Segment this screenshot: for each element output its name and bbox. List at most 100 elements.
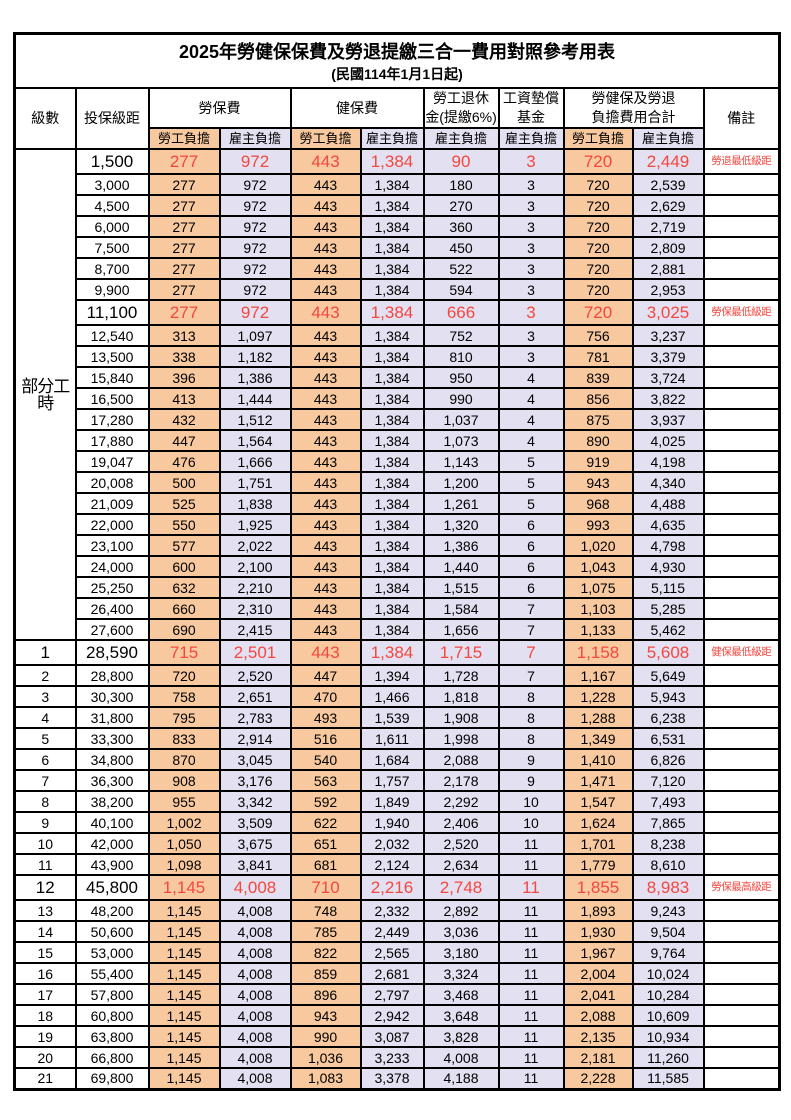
value-cell: 6 xyxy=(497,576,565,599)
value-cell: 563 xyxy=(289,769,362,792)
value-cell: 1,143 xyxy=(422,450,500,473)
table-row: 18 60,800 1,145 4,008 943 2,942 3,648 11 2,088 10… xyxy=(13,1004,781,1027)
salary-bracket-cell: 20,008 xyxy=(74,471,150,494)
value-cell: 3,045 xyxy=(218,748,292,771)
note-cell xyxy=(702,366,781,389)
value-cell: 810 xyxy=(422,345,500,368)
value-cell: 666 xyxy=(422,299,500,326)
value-cell: 3,648 xyxy=(422,1004,500,1027)
note-cell xyxy=(702,748,781,771)
value-cell: 2,449 xyxy=(359,920,425,943)
value-cell: 1,547 xyxy=(562,790,634,813)
level-cell: 4 xyxy=(13,706,77,729)
value-cell: 720 xyxy=(562,236,634,259)
value-cell: 4,008 xyxy=(218,1067,292,1090)
salary-bracket-cell: 17,280 xyxy=(74,408,150,431)
value-cell: 955 xyxy=(147,790,221,813)
value-cell: 1,384 xyxy=(359,492,425,515)
value-cell: 9,504 xyxy=(631,920,705,943)
value-cell: 4 xyxy=(497,429,565,452)
value-cell: 2,181 xyxy=(562,1046,634,1069)
value-cell: 1,384 xyxy=(359,555,425,578)
value-cell: 1,715 xyxy=(422,639,500,666)
value-cell: 4,340 xyxy=(631,471,705,494)
value-cell: 3 xyxy=(497,324,565,347)
salary-bracket-cell: 4,500 xyxy=(74,194,150,217)
value-cell: 443 xyxy=(289,471,362,494)
value-cell: 10,284 xyxy=(631,983,705,1006)
value-cell: 443 xyxy=(289,299,362,326)
value-cell: 1,444 xyxy=(218,387,292,410)
value-cell: 875 xyxy=(562,408,634,431)
value-cell: 1,611 xyxy=(359,727,425,750)
value-cell: 3,087 xyxy=(359,1025,425,1048)
salary-bracket-cell: 15,840 xyxy=(74,366,150,389)
value-cell: 2,783 xyxy=(218,706,292,729)
value-cell: 1,145 xyxy=(147,1046,221,1069)
value-cell: 3 xyxy=(497,236,565,259)
value-cell: 360 xyxy=(422,215,500,238)
value-cell: 1,471 xyxy=(562,769,634,792)
value-cell: 839 xyxy=(562,366,634,389)
level-cell: 10 xyxy=(13,832,77,855)
value-cell: 9,764 xyxy=(631,941,705,964)
value-cell: 1,384 xyxy=(359,278,425,301)
table-row: 17,280 432 1,512 443 1,384 1,037 4 875 3,937 xyxy=(15,408,781,431)
value-cell: 443 xyxy=(289,513,362,536)
note-cell xyxy=(702,215,781,238)
value-cell: 3,025 xyxy=(631,299,705,326)
value-cell: 2,178 xyxy=(422,769,500,792)
table-row: 8,700 277 972 443 1,384 522 3 720 2,881 xyxy=(15,257,781,280)
table-row: 12,540 313 1,097 443 1,384 752 3 756 3,237 xyxy=(15,324,781,347)
table-row: 26,400 660 2,310 443 1,384 1,584 7 1,103 5,285 xyxy=(15,597,781,620)
value-cell: 1,145 xyxy=(147,962,221,985)
salary-bracket-cell: 36,300 xyxy=(74,769,150,792)
subheader-labor-employee-share: 勞工負擔 xyxy=(147,127,221,150)
value-cell: 4,025 xyxy=(631,429,705,452)
value-cell: 1,624 xyxy=(562,811,634,834)
value-cell: 1,288 xyxy=(562,706,634,729)
value-cell: 1,098 xyxy=(147,853,221,876)
subheader-total-employer-share: 雇主負擔 xyxy=(631,127,705,150)
value-cell: 972 xyxy=(218,194,292,217)
value-cell: 11 xyxy=(497,1046,565,1069)
value-cell: 2,634 xyxy=(422,853,500,876)
value-cell: 1,384 xyxy=(359,345,425,368)
value-cell: 443 xyxy=(289,278,362,301)
value-cell: 6,238 xyxy=(631,706,705,729)
value-cell: 3,937 xyxy=(631,408,705,431)
value-cell: 7,493 xyxy=(631,790,705,813)
level-cell: 12 xyxy=(13,874,77,901)
note-cell xyxy=(702,278,781,301)
value-cell: 1,103 xyxy=(562,597,634,620)
value-cell: 1,384 xyxy=(359,387,425,410)
value-cell: 11 xyxy=(497,920,565,943)
value-cell: 1,701 xyxy=(562,832,634,855)
note-cell xyxy=(702,1025,781,1048)
value-cell: 443 xyxy=(289,408,362,431)
note-cell xyxy=(702,1046,781,1069)
table-row: 3,000 277 972 443 1,384 180 3 720 2,539 xyxy=(15,173,781,196)
note-cell xyxy=(702,769,781,792)
value-cell: 632 xyxy=(147,576,221,599)
salary-bracket-cell: 34,800 xyxy=(74,748,150,771)
salary-bracket-cell: 45,800 xyxy=(74,874,150,901)
value-cell: 2,022 xyxy=(218,534,292,557)
value-cell: 1,036 xyxy=(289,1046,362,1069)
value-cell: 7 xyxy=(497,618,565,641)
value-cell: 8,983 xyxy=(631,874,705,901)
salary-bracket-cell: 19,047 xyxy=(74,450,150,473)
value-cell: 3 xyxy=(497,345,565,368)
value-cell: 1,564 xyxy=(218,429,292,452)
salary-bracket-cell: 33,300 xyxy=(74,727,150,750)
value-cell: 1,384 xyxy=(359,597,425,620)
value-cell: 1,779 xyxy=(562,853,634,876)
note-cell xyxy=(702,576,781,599)
value-cell: 1,228 xyxy=(562,685,634,708)
table-row: 27,600 690 2,415 443 1,384 1,656 7 1,133 5,462 xyxy=(15,618,781,641)
value-cell: 3,724 xyxy=(631,366,705,389)
value-cell: 720 xyxy=(562,148,634,175)
value-cell: 2,539 xyxy=(631,173,705,196)
note-cell xyxy=(702,983,781,1006)
salary-bracket-cell: 16,500 xyxy=(74,387,150,410)
